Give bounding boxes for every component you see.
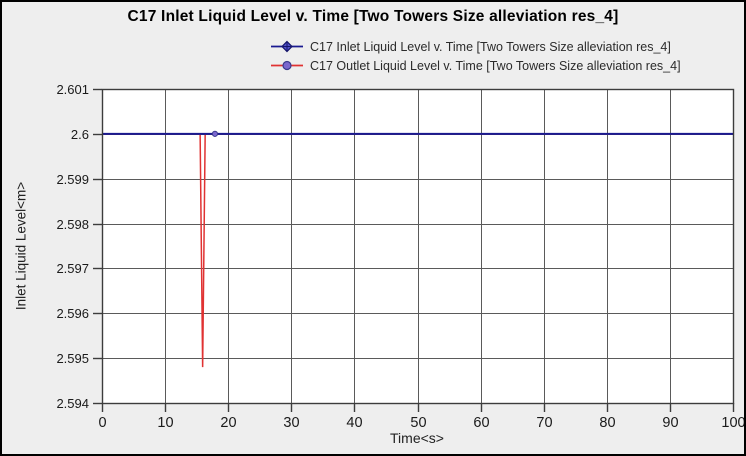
series-1-marker bbox=[211, 130, 219, 137]
x-tick-label: 60 bbox=[473, 415, 489, 431]
plot-background bbox=[102, 89, 733, 403]
x-axis-label: Time<s> bbox=[390, 430, 444, 446]
x-tick-label: 90 bbox=[662, 415, 678, 431]
x-tick-label: 100 bbox=[721, 415, 745, 431]
x-tick-label: 10 bbox=[157, 415, 173, 431]
y-tick-label: 2.596 bbox=[56, 306, 89, 321]
x-tick-label: 50 bbox=[410, 415, 426, 431]
x-tick-label: 20 bbox=[220, 415, 236, 431]
chart-title: C17 Inlet Liquid Level v. Time [Two Towe… bbox=[127, 8, 619, 25]
x-tick-label: 80 bbox=[599, 415, 615, 431]
y-tick-label: 2.6 bbox=[71, 127, 89, 142]
inlet-series-diamond-marker-icon bbox=[271, 40, 303, 53]
y-tick-label: 2.598 bbox=[56, 217, 89, 232]
legend: C17 Inlet Liquid Level v. Time [Two Towe… bbox=[270, 37, 681, 75]
x-tick-label: 0 bbox=[98, 415, 106, 431]
legend-item-outlet: C17 Outlet Liquid Level v. Time [Two Tow… bbox=[270, 56, 681, 75]
x-tick-label: 40 bbox=[346, 415, 362, 431]
x-tick-label: 30 bbox=[283, 415, 299, 431]
legend-item-label: C17 Outlet Liquid Level v. Time [Two Tow… bbox=[310, 58, 681, 73]
y-axis-label: Inlet Liquid Level<m> bbox=[13, 181, 29, 311]
y-tick-label: 2.595 bbox=[56, 351, 89, 366]
y-tick-label: 2.594 bbox=[56, 396, 89, 411]
y-tick-label: 2.601 bbox=[56, 82, 89, 97]
y-tick-label: 2.597 bbox=[56, 261, 89, 276]
x-tick-label: 70 bbox=[536, 415, 552, 431]
tick-labels: 2.601 2.6 2.599 2.598 2.597 2.596 2.595 2.594 0 1… bbox=[56, 82, 745, 431]
legend-item-label: C17 Inlet Liquid Level v. Time [Two Towe… bbox=[310, 39, 671, 54]
axis-ticks bbox=[93, 88, 735, 412]
outlet-series-circle-marker-icon bbox=[271, 60, 303, 71]
legend-item-inlet: C17 Inlet Liquid Level v. Time [Two Towe… bbox=[270, 37, 681, 56]
y-tick-label: 2.599 bbox=[56, 172, 89, 187]
